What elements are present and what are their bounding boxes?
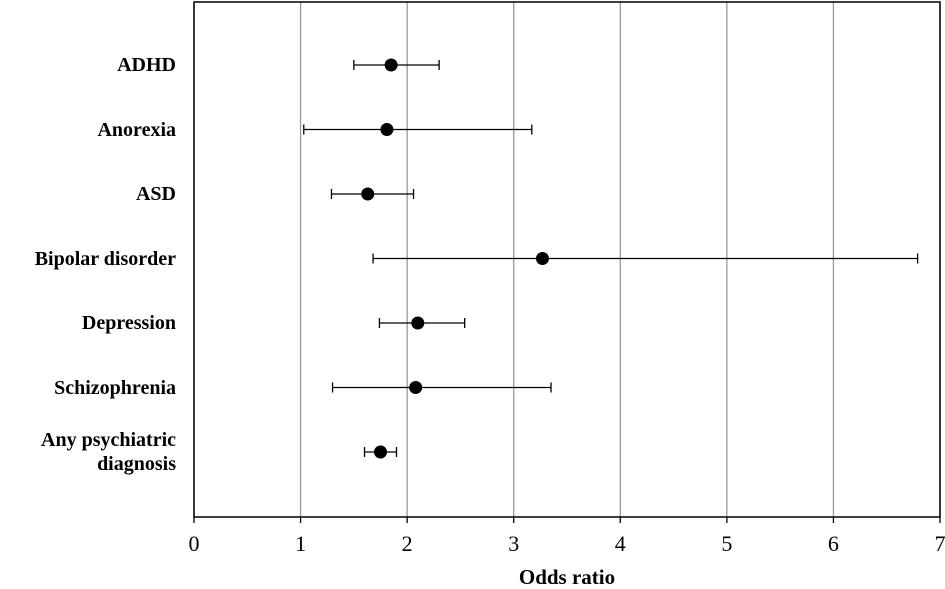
point	[535, 252, 549, 265]
point	[380, 123, 394, 136]
category-label: Schizophrenia	[54, 376, 176, 399]
x-tick-label: 0	[189, 531, 200, 556]
plot-frame	[193, 1, 941, 518]
category-label: Anorexia	[97, 118, 176, 141]
x-tick-label: 7	[935, 531, 945, 556]
x-tick-label: 3	[508, 531, 519, 556]
x-tick-label: 6	[828, 531, 839, 556]
x-tick-label: 5	[721, 531, 732, 556]
category-label: Any psychiatric diagnosis	[41, 429, 176, 475]
category-label: ASD	[135, 183, 176, 205]
x-tick-label: 4	[615, 531, 626, 556]
category-label: Depression	[81, 312, 176, 334]
point	[384, 58, 398, 72]
x-tick-label: 1	[295, 531, 306, 556]
point	[411, 316, 425, 330]
point	[374, 445, 387, 459]
x-tick-label: 2	[402, 531, 413, 556]
category-label: ADHD	[117, 54, 176, 76]
point	[409, 381, 423, 394]
x-axis-title: Odds ratio	[519, 565, 615, 589]
category-label: Bipolar disorder	[34, 247, 176, 270]
point	[361, 187, 375, 201]
